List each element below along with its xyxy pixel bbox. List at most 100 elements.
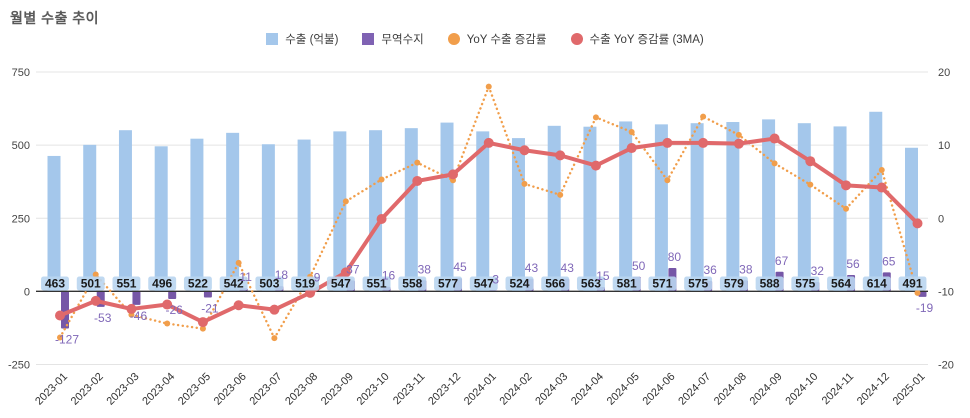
legend-item-yoy-3ma[interactable]: 수출 YoY 증감률 (3MA) bbox=[570, 31, 704, 47]
yoy-3ma-point[interactable] bbox=[376, 213, 387, 224]
trade-balance-bar[interactable] bbox=[61, 291, 69, 329]
yoy-point[interactable] bbox=[57, 334, 63, 341]
x-axis-label: 2024-03 bbox=[533, 371, 570, 408]
export-bar[interactable] bbox=[404, 128, 418, 292]
yoy-3ma-point[interactable] bbox=[412, 175, 423, 186]
export-bar[interactable] bbox=[511, 138, 525, 292]
export-value-label: 566 bbox=[545, 277, 565, 291]
export-bar[interactable] bbox=[226, 132, 240, 292]
export-bar[interactable] bbox=[690, 123, 704, 292]
yoy-3ma-point[interactable] bbox=[769, 133, 780, 144]
yoy-3ma-point[interactable] bbox=[233, 300, 244, 311]
export-bar[interactable] bbox=[118, 130, 132, 292]
export-bar[interactable] bbox=[47, 155, 61, 292]
yoy-3ma-point[interactable] bbox=[590, 160, 601, 171]
export-value-label: 524 bbox=[509, 277, 529, 291]
yoy-3ma-point[interactable] bbox=[876, 182, 887, 193]
yoy-point[interactable] bbox=[92, 271, 99, 278]
export-value-pill bbox=[291, 276, 320, 291]
balance-value-label: -26 bbox=[166, 303, 184, 317]
export-bar[interactable] bbox=[762, 119, 776, 292]
yoy-3ma-point[interactable] bbox=[483, 137, 494, 148]
yoy-3ma-point[interactable] bbox=[841, 180, 852, 191]
balance-value-label: -21 bbox=[201, 302, 219, 316]
legend-item-yoy[interactable]: YoY 수출 증감률 bbox=[447, 31, 547, 47]
yoy-3ma-point[interactable] bbox=[197, 317, 208, 328]
yoy-point[interactable] bbox=[807, 181, 814, 188]
trade-balance-bar[interactable] bbox=[168, 291, 177, 299]
export-bar[interactable] bbox=[583, 126, 597, 292]
export-value-pill bbox=[612, 276, 641, 291]
export-bar[interactable] bbox=[440, 122, 454, 292]
yoy-3ma-point[interactable] bbox=[126, 303, 137, 314]
export-bar[interactable] bbox=[154, 146, 168, 292]
export-bar[interactable] bbox=[619, 121, 633, 292]
export-bar[interactable] bbox=[261, 144, 275, 292]
yoy-point[interactable] bbox=[164, 320, 171, 327]
yoy-3ma-point[interactable] bbox=[340, 267, 351, 278]
yoy-point[interactable] bbox=[485, 83, 492, 90]
yoy-point[interactable] bbox=[557, 191, 564, 198]
export-value-pill bbox=[434, 276, 462, 291]
x-axis-label: 2023-07 bbox=[247, 371, 284, 408]
yoy-3ma-point[interactable] bbox=[805, 156, 816, 167]
x-axis-label: 2025-01 bbox=[891, 371, 928, 408]
yoy-3ma-point[interactable] bbox=[162, 299, 173, 310]
export-bar[interactable] bbox=[333, 131, 347, 292]
export-bar[interactable] bbox=[833, 126, 847, 292]
trade-balance-bar[interactable] bbox=[203, 291, 212, 298]
yoy-3ma-point[interactable] bbox=[90, 295, 101, 306]
export-bar[interactable] bbox=[726, 122, 740, 292]
yoy-3ma-point[interactable] bbox=[733, 138, 744, 149]
yoy-point[interactable] bbox=[771, 160, 778, 167]
export-value-label: 614 bbox=[867, 277, 887, 291]
export-bar[interactable] bbox=[547, 125, 561, 292]
yoy-point[interactable] bbox=[700, 113, 707, 120]
export-series-swatch-icon bbox=[266, 33, 279, 45]
yoy-point[interactable] bbox=[914, 289, 921, 296]
yoy-3ma-point[interactable] bbox=[269, 304, 280, 315]
trade-balance-bar[interactable] bbox=[132, 291, 141, 305]
yoy-3ma-point[interactable] bbox=[626, 143, 637, 154]
trade-balance-series-swatch-icon bbox=[362, 33, 375, 45]
yoy-point[interactable] bbox=[521, 180, 528, 187]
yoy-point[interactable] bbox=[378, 176, 385, 183]
export-bar[interactable] bbox=[797, 123, 811, 292]
export-bar[interactable] bbox=[83, 144, 97, 292]
yoy-point[interactable] bbox=[271, 335, 278, 342]
yoy-3ma-point[interactable] bbox=[555, 150, 566, 161]
yoy-point[interactable] bbox=[414, 159, 421, 166]
yoy-point[interactable] bbox=[342, 198, 349, 205]
export-bar[interactable] bbox=[190, 138, 204, 292]
yoy-3ma-point[interactable] bbox=[662, 137, 673, 148]
yoy-point[interactable] bbox=[199, 325, 206, 332]
yoy-point[interactable] bbox=[628, 128, 635, 135]
yoy-point[interactable] bbox=[235, 259, 242, 266]
x-axis-label: 2023-01 bbox=[33, 371, 70, 408]
export-bar[interactable] bbox=[476, 131, 490, 292]
yoy-point[interactable] bbox=[735, 131, 742, 138]
yoy-3ma-point[interactable] bbox=[448, 169, 459, 180]
yoy-point[interactable] bbox=[843, 205, 850, 212]
balance-value-label: -19 bbox=[916, 301, 934, 315]
trade-balance-bar[interactable] bbox=[918, 291, 927, 297]
yoy-3ma-point[interactable] bbox=[912, 218, 923, 229]
legend-item-trade-balance[interactable]: 무역수지 bbox=[362, 31, 424, 47]
yoy-point[interactable] bbox=[664, 177, 671, 184]
export-value-pill bbox=[183, 276, 212, 291]
export-value-label: 463 bbox=[45, 277, 65, 291]
balance-value-label: -46 bbox=[130, 309, 148, 323]
yoy-3ma-point[interactable] bbox=[519, 145, 530, 156]
yoy-3ma-point[interactable] bbox=[698, 137, 709, 148]
legend-item-export[interactable]: 수출 (억불) bbox=[266, 31, 338, 47]
export-bar[interactable] bbox=[297, 139, 311, 292]
export-bar[interactable] bbox=[369, 130, 383, 292]
yoy-3ma-point[interactable] bbox=[55, 310, 65, 321]
balance-value-label: 45 bbox=[453, 260, 467, 274]
yoy-point[interactable] bbox=[592, 114, 599, 121]
export-bar[interactable] bbox=[654, 124, 668, 292]
export-bar[interactable] bbox=[869, 111, 883, 292]
export-value-pill bbox=[541, 276, 570, 291]
yoy-point[interactable] bbox=[878, 166, 885, 173]
